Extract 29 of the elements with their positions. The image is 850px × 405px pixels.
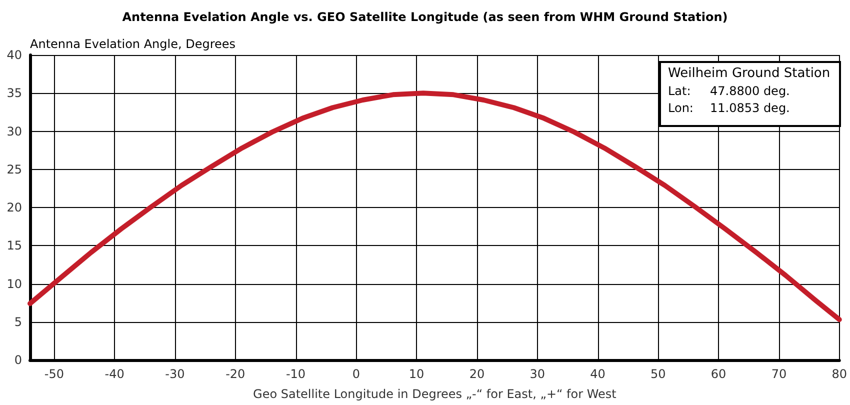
y-tick-label: 25	[6, 162, 22, 176]
x-tick-label: 40	[590, 367, 606, 381]
x-tick-label: 80	[832, 367, 848, 381]
text: Lat: 47.8800 deg.	[668, 84, 790, 98]
x-tick-label: 20	[469, 367, 485, 381]
annotation: Weilheim Ground Station	[668, 66, 830, 81]
x-tick-label: 50	[650, 367, 666, 381]
x-tick-label: -40	[104, 367, 124, 381]
y-tick-label: 30	[6, 124, 22, 138]
y-tick-label: 10	[6, 276, 22, 291]
x-tick-label: -20	[226, 367, 246, 381]
chart-title: Antenna Evelation Angle vs. GEO Satellite Longitude (as seen from WHM Ground Station)	[122, 10, 728, 24]
y-axis-title: Antenna Evelation Angle, Degrees	[30, 37, 236, 51]
x-axis-title: Geo Satellite Longitude in Degrees „-“ for East, „+“ for West	[253, 387, 617, 401]
x-tick-label: -30	[165, 367, 185, 381]
y-tick-label: 20	[6, 200, 22, 214]
x-tick-label: -10	[286, 367, 306, 381]
x-tick-label: 0	[352, 367, 360, 381]
y-tick-label: 35	[6, 86, 22, 100]
y-tick-label: 40	[6, 48, 22, 62]
x-tick-label: 30	[530, 367, 546, 381]
text: Lon: 11.0853 deg.	[668, 101, 790, 115]
y-tick-label: 15	[6, 238, 22, 253]
x-tick-label: -50	[44, 367, 64, 381]
x-tick-label: 10	[408, 367, 424, 381]
x-tick-label: 60	[710, 367, 726, 381]
x-tick-label: 70	[771, 367, 787, 381]
y-tick-label: 5	[14, 314, 22, 329]
y-tick-label: 0	[14, 353, 22, 367]
